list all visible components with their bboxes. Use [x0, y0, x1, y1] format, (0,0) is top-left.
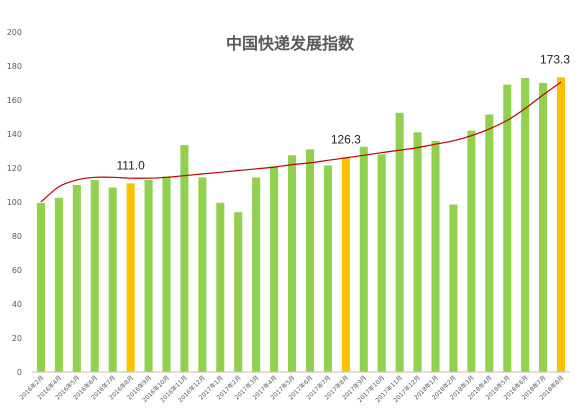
- y-tick-label: 100: [7, 198, 22, 207]
- bar: [198, 177, 207, 372]
- y-tick-label: 20: [12, 334, 22, 343]
- bar: [72, 185, 81, 372]
- trendline: [40, 81, 562, 203]
- bar: [162, 176, 171, 372]
- bar: [234, 212, 243, 372]
- bar: [287, 155, 297, 372]
- y-tick-label: 60: [12, 266, 22, 275]
- x-axis-ticks: 2016年2月2016年4月2016年5月2016年6月2016年7月2016年…: [18, 374, 566, 404]
- data-label: 173.3: [540, 52, 570, 66]
- bar: [431, 140, 440, 372]
- y-tick-label: 80: [12, 232, 22, 241]
- highlighted-bar: [341, 157, 350, 372]
- y-tick-label: 180: [7, 62, 22, 71]
- bar: [180, 145, 189, 372]
- bar: [485, 114, 494, 372]
- bar: [539, 83, 548, 372]
- bar: [359, 146, 368, 372]
- y-tick-label: 200: [7, 28, 22, 37]
- highlighted-bar: [556, 77, 566, 372]
- bar: [521, 77, 530, 373]
- bar: [90, 179, 99, 372]
- bar: [270, 166, 279, 372]
- bar: [305, 149, 315, 372]
- bar: [252, 177, 261, 372]
- y-tick-label: 0: [17, 368, 22, 377]
- y-tick-label: 40: [12, 300, 22, 309]
- y-axis-ticks: 0 20 40 60 80 100 120 140 160 180 200: [7, 28, 22, 377]
- y-tick-label: 140: [7, 130, 22, 139]
- bar: [413, 132, 422, 372]
- bars: [36, 77, 566, 373]
- bar: [377, 154, 386, 372]
- data-label: 126.3: [331, 132, 361, 146]
- bar: [323, 165, 332, 372]
- annotations: 111.0 126.3 173.3: [117, 52, 571, 172]
- bar: [395, 112, 404, 372]
- bar: [144, 179, 153, 372]
- bar: [54, 197, 63, 372]
- bar: [216, 202, 225, 372]
- bar: [108, 187, 117, 372]
- chart-title: 中国快递发展指数: [225, 34, 354, 53]
- highlighted-bar: [126, 183, 135, 372]
- data-label: 111.0: [117, 158, 146, 172]
- y-tick-label: 120: [7, 164, 22, 173]
- y-tick-label: 160: [7, 96, 22, 105]
- bar: [467, 130, 476, 372]
- bar: [449, 204, 458, 372]
- bar: [503, 84, 512, 372]
- bar: [36, 202, 46, 372]
